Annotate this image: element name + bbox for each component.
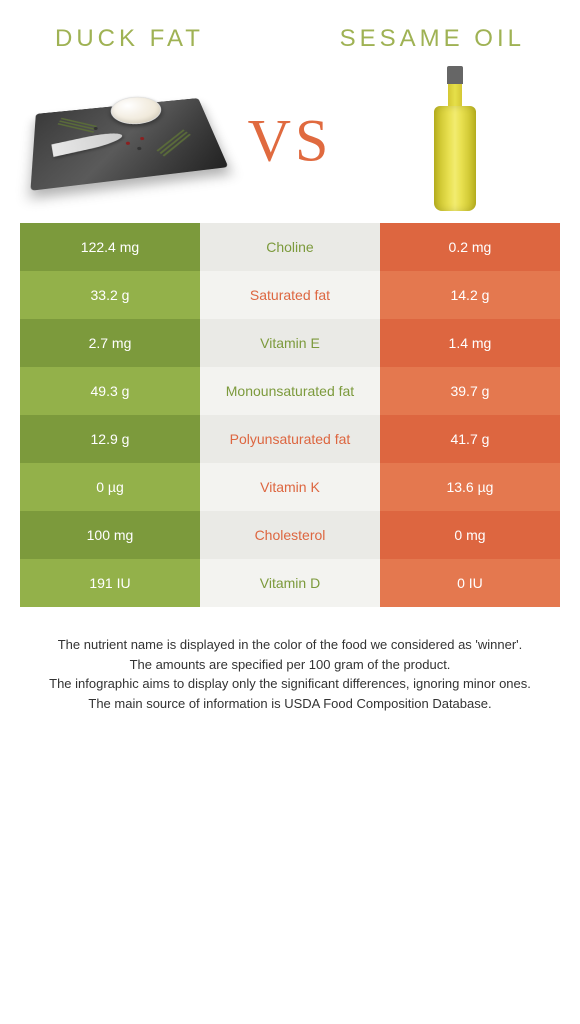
nutrient-table: 122.4 mgCholine0.2 mg33.2 gSaturated fat… [20,223,560,607]
right-value: 39.7 g [380,367,560,415]
nutrient-label: Choline [200,223,380,271]
nutrient-label: Vitamin K [200,463,380,511]
table-row: 2.7 mgVitamin E1.4 mg [20,319,560,367]
right-food-image [360,78,550,198]
left-value: 2.7 mg [20,319,200,367]
footer-line: The nutrient name is displayed in the co… [20,635,560,655]
nutrient-label: Monounsaturated fat [200,367,380,415]
table-row: 12.9 gPolyunsaturated fat41.7 g [20,415,560,463]
right-value: 14.2 g [380,271,560,319]
right-value: 0 mg [380,511,560,559]
images-row: VS [0,68,580,213]
table-row: 191 IUVitamin D0 IU [20,559,560,607]
nutrient-label: Saturated fat [200,271,380,319]
footer-line: The infographic aims to display only the… [20,674,560,694]
right-value: 13.6 µg [380,463,560,511]
nutrient-label: Vitamin D [200,559,380,607]
left-food-image [30,78,220,198]
table-row: 100 mgCholesterol0 mg [20,511,560,559]
nutrient-label: Vitamin E [200,319,380,367]
table-row: 49.3 gMonounsaturated fat39.7 g [20,367,560,415]
table-row: 0 µgVitamin K13.6 µg [20,463,560,511]
table-row: 122.4 mgCholine0.2 mg [20,223,560,271]
vs-label: VS [248,106,333,175]
left-value: 191 IU [20,559,200,607]
left-value: 49.3 g [20,367,200,415]
left-food-title: Duck fat [55,25,204,53]
footer-line: The amounts are specified per 100 gram o… [20,655,560,675]
nutrient-label: Polyunsaturated fat [200,415,380,463]
left-value: 122.4 mg [20,223,200,271]
right-food-title: Sesame oil [340,25,525,53]
footer-line: The main source of information is USDA F… [20,694,560,714]
right-value: 0.2 mg [380,223,560,271]
table-row: 33.2 gSaturated fat14.2 g [20,271,560,319]
left-value: 0 µg [20,463,200,511]
left-value: 12.9 g [20,415,200,463]
right-value: 41.7 g [380,415,560,463]
header-row: Duck fat Sesame oil [0,0,580,68]
footer-notes: The nutrient name is displayed in the co… [20,635,560,713]
right-value: 0 IU [380,559,560,607]
left-value: 100 mg [20,511,200,559]
nutrient-label: Cholesterol [200,511,380,559]
left-value: 33.2 g [20,271,200,319]
right-value: 1.4 mg [380,319,560,367]
